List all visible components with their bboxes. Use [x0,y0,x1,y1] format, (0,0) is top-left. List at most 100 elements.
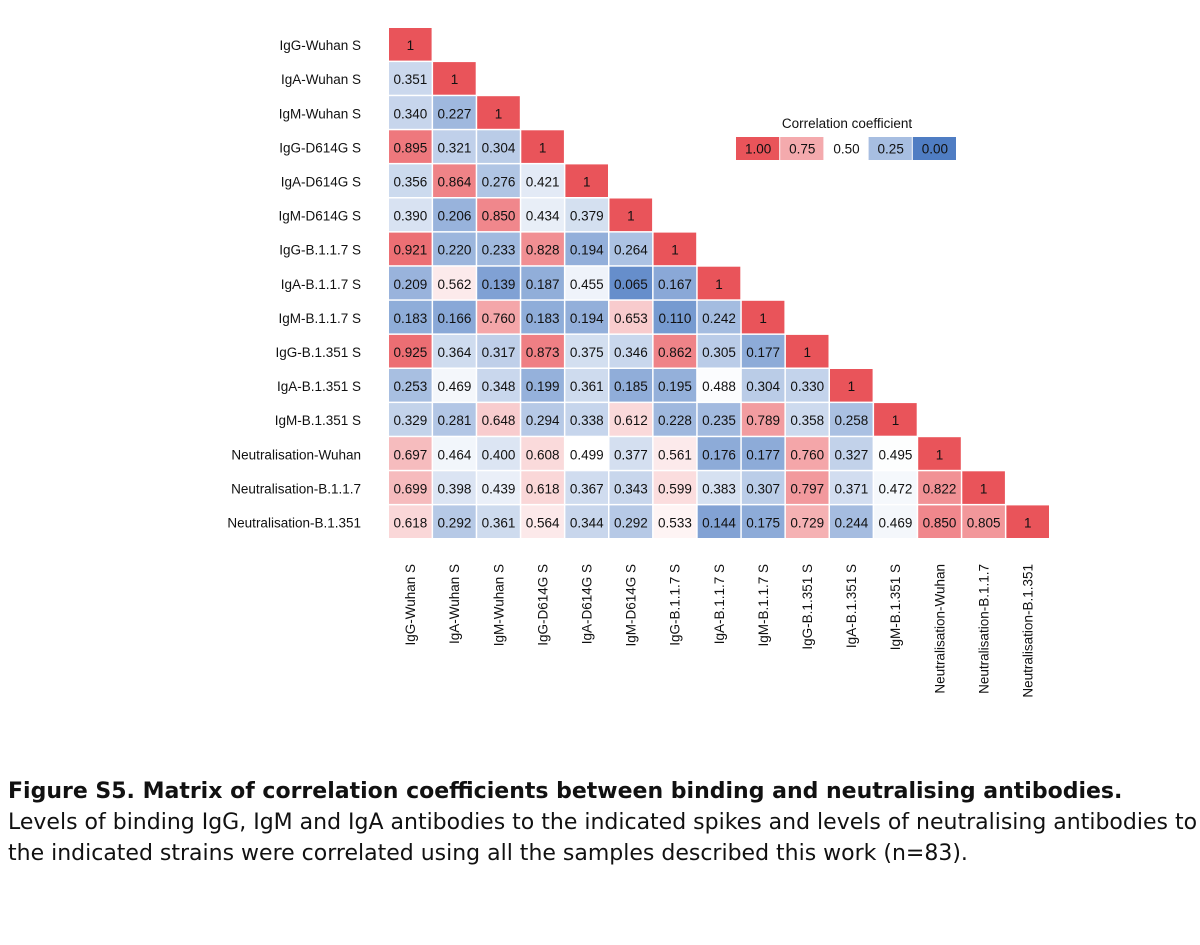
heatmap-cell [565,266,608,300]
column-label: IgM-D614G S [624,564,639,647]
heatmap-cell [609,334,653,368]
heatmap-cell [918,471,961,504]
row-label: IgM-B.1.351 S [275,413,361,428]
heatmap-cell [918,437,961,470]
cell-value-label: 1 [759,311,767,326]
heatmap-cell [565,300,608,334]
heatmap-cell [785,471,829,504]
cell-value-label: 0.400 [482,447,516,462]
cell-value-label: 1 [627,209,635,224]
heatmap-cell [741,300,785,334]
cell-value-label: 1 [848,379,856,394]
heatmap-cell [389,266,432,300]
heatmap-cell [389,505,432,538]
cell-value-label: 1 [803,345,811,360]
cell-value-label: 0.187 [526,277,560,292]
heatmap-cell [477,505,520,538]
cell-value-label: 0.292 [438,515,472,530]
cell-value-label: 0.166 [438,311,472,326]
cell-value-label: 0.618 [393,515,427,530]
heatmap-cell [830,437,873,470]
heatmap-cell [433,334,476,368]
heatmap-cell [785,437,829,470]
heatmap-cell [609,471,653,504]
cell-value-label: 0.564 [526,515,560,530]
cell-value-label: 0.329 [393,413,427,428]
cell-value-label: 0.377 [614,447,648,462]
heatmap-cell [389,164,432,197]
heatmap-cell [521,369,564,402]
cell-value-label: 0.183 [526,311,560,326]
cell-value-label: 1 [892,413,900,428]
heatmap-cell [477,471,520,504]
heatmap-cell [389,28,432,61]
cell-value-label: 0.110 [659,311,692,326]
cell-value-label: 0.327 [834,447,868,462]
heatmap-cell [653,369,697,402]
cell-value-label: 0.495 [879,447,913,462]
cell-value-label: 0.805 [967,515,1001,530]
cell-value-label: 0.455 [570,277,604,292]
heatmap-cell [565,232,608,266]
cell-value-label: 0.343 [614,481,648,496]
cell-value-label: 0.797 [790,481,824,496]
heatmap-cell [874,437,917,470]
heatmap-cell [565,164,608,197]
heatmap-cell [565,334,608,368]
heatmap-cell [477,300,520,334]
cell-value-label: 0.233 [482,243,516,258]
heatmap-cell [874,403,917,436]
cell-value-label: 0.371 [834,481,868,496]
heatmap-cell [609,437,653,470]
column-label: IgA-Wuhan S [447,564,462,644]
cell-value-label: 0.139 [482,277,516,292]
heatmap-cell [565,505,608,538]
heatmap-cell [609,505,653,538]
cell-value-label: 0.599 [658,481,692,496]
heatmap-cell [477,369,520,402]
cell-value-label: 0.697 [393,447,427,462]
heatmap-cell [874,505,917,538]
heatmap-cell [697,437,741,470]
row-label: IgA-D614G S [281,174,361,189]
cell-value-label: 0.206 [438,209,472,224]
row-label: IgA-Wuhan S [281,72,361,87]
cell-value-label: 1 [715,277,723,292]
cell-value-label: 0.383 [702,481,736,496]
heatmap-cell [609,266,653,300]
heatmap-cell [918,505,961,538]
cell-value-label: 0.472 [879,481,913,496]
heatmap-cell [1006,505,1049,538]
heatmap-cell [433,266,476,300]
cell-value-label: 0.185 [614,379,648,394]
legend-tick-label: 0.75 [789,142,815,157]
heatmap-cell [609,232,653,266]
legend-swatch [736,137,780,160]
cell-value-label: 0.469 [438,379,472,394]
heatmap-cell [785,403,829,436]
cell-value-label: 0.760 [790,447,824,462]
cell-value-label: 0.873 [526,345,560,360]
heatmap-cell [433,471,476,504]
heatmap-cell [830,403,873,436]
heatmap-cell [389,96,432,129]
heatmap-cell [433,130,476,163]
cell-value-label: 0.177 [746,345,780,360]
cell-value-label: 0.379 [570,209,604,224]
cell-value-label: 0.194 [570,243,604,258]
heatmap-cell [962,471,1005,504]
heatmap-cell [653,300,697,334]
heatmap-cell [565,471,608,504]
cell-value-label: 0.439 [482,481,516,496]
heatmap-cell [521,232,564,266]
heatmap-cell [830,369,873,402]
heatmap-cell [521,437,564,470]
row-label: Neutralisation-Wuhan [231,447,361,462]
heatmap-cell [565,369,608,402]
column-label: Neutralisation-Wuhan [932,564,947,694]
cell-value-label: 1 [671,243,679,258]
heatmap-cell [389,130,432,163]
heatmap-cell [433,505,476,538]
cell-value-label: 0.864 [438,174,472,189]
row-label: IgG-Wuhan S [279,38,361,53]
